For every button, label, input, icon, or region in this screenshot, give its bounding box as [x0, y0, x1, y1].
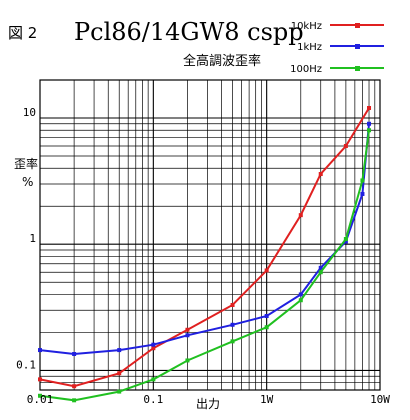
data-point-1kHz: [38, 348, 42, 353]
series-line-10kHz: [39, 107, 370, 388]
data-point-100Hz: [151, 377, 156, 382]
data-point-10kHz: [298, 213, 303, 218]
grid: [39, 79, 381, 391]
data-point-100Hz: [72, 398, 77, 403]
data-point-1kHz: [230, 322, 235, 327]
legend-label-10kHz: 10kHz: [291, 21, 322, 32]
data-point-1kHz: [264, 313, 269, 318]
series-line-100Hz: [39, 130, 370, 402]
legend-marker-10kHz: [355, 23, 360, 28]
tick-labels: 0.01 0.1 1W 10W 10 1 0.1: [16, 106, 390, 406]
y-axis-label-line2: %: [22, 175, 33, 189]
legend-marker-100Hz: [355, 66, 360, 71]
x-tick-label: 10W: [370, 393, 390, 406]
plot-frame: [39, 79, 381, 391]
x-axis-label: 出力: [196, 397, 220, 411]
data-point-1kHz: [367, 121, 372, 126]
data-point-10kHz: [38, 377, 42, 382]
chart-title: Pcl86/14GW8 cspp: [74, 18, 304, 46]
data-point-100Hz: [367, 128, 372, 133]
data-point-100Hz: [117, 389, 122, 394]
data-point-100Hz: [298, 298, 303, 303]
data-point-1kHz: [185, 333, 190, 338]
y-axis-label-line1: 歪率: [14, 156, 38, 171]
data-point-100Hz: [38, 393, 42, 398]
data-point-10kHz: [264, 268, 269, 273]
y-tick-label: 0.1: [16, 358, 36, 371]
data-point-10kHz: [367, 106, 372, 111]
legend-label-1kHz: 1kHz: [297, 42, 322, 53]
series-layer: [38, 106, 372, 403]
data-point-1kHz: [117, 348, 122, 353]
y-tick-label: 1: [29, 232, 36, 245]
data-point-10kHz: [185, 327, 190, 332]
x-tick-label: 1W: [260, 393, 274, 406]
data-point-1kHz: [298, 292, 303, 297]
x-tick-label: 0.1: [143, 393, 163, 406]
data-point-10kHz: [343, 144, 348, 149]
data-point-100Hz: [360, 178, 365, 183]
data-point-10kHz: [151, 346, 156, 351]
y-tick-label: 10: [23, 106, 36, 119]
data-point-100Hz: [185, 358, 190, 363]
data-point-10kHz: [318, 172, 323, 177]
series-line-1kHz: [39, 123, 370, 356]
data-point-10kHz: [72, 384, 77, 389]
chart-subtitle: 全高調波歪率: [183, 53, 261, 69]
data-point-1kHz: [360, 191, 365, 196]
data-point-100Hz: [318, 270, 323, 275]
legend-label-100Hz: 100Hz: [290, 64, 322, 75]
data-point-100Hz: [264, 325, 269, 330]
data-point-1kHz: [343, 239, 348, 244]
figure-label: 図 2: [8, 24, 37, 42]
data-point-10kHz: [117, 371, 122, 376]
data-point-100Hz: [230, 339, 235, 344]
data-point-10kHz: [230, 302, 235, 307]
legend-marker-1kHz: [355, 44, 360, 49]
data-point-100Hz: [343, 236, 348, 241]
data-point-1kHz: [318, 265, 323, 270]
x-tick-label: 0.01: [27, 393, 54, 406]
legend: 10kHz 1kHz 100Hz: [290, 21, 384, 75]
data-point-1kHz: [72, 351, 77, 356]
data-point-1kHz: [151, 342, 156, 347]
